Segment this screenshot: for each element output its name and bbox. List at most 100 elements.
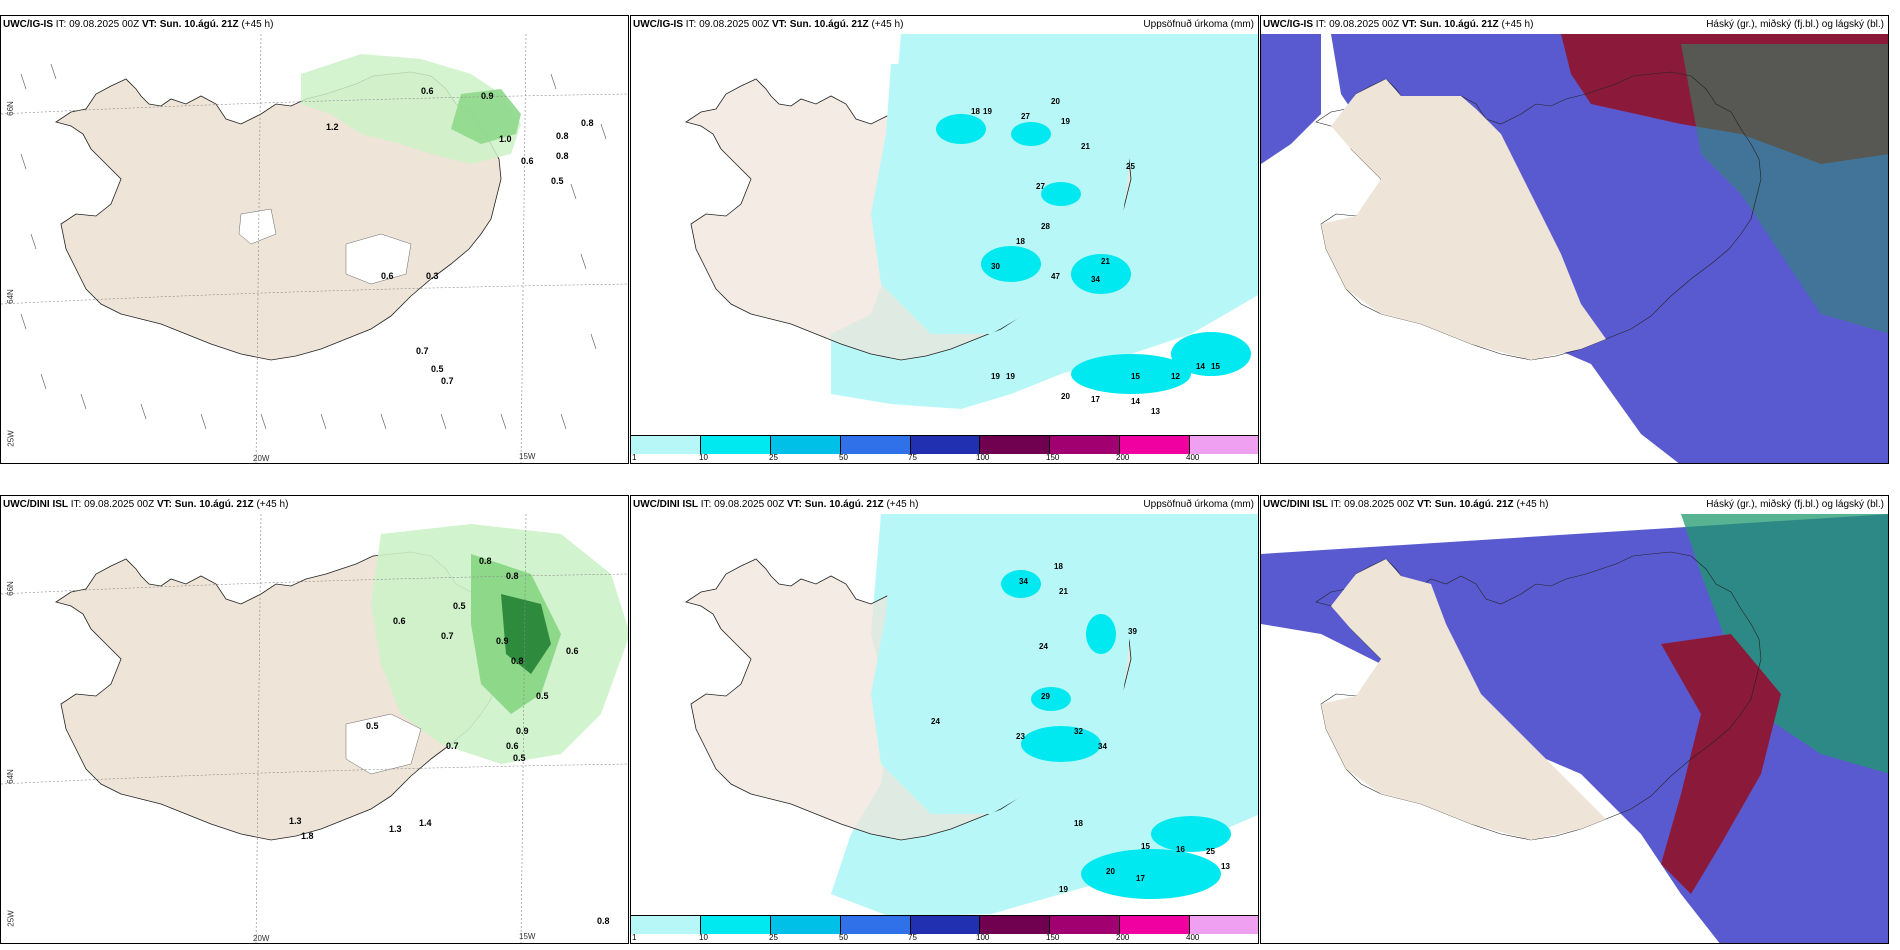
precip-label: 14 [1131,397,1140,406]
precip-labels: 18 19 20 27 19 21 25 27 28 18 30 47 34 2… [971,97,1220,416]
lon-label-20: 20W [253,454,270,463]
colorbar-swatch [840,916,911,934]
map-area[interactable]: 18 19 20 27 19 21 25 27 28 18 30 47 34 2… [631,34,1258,437]
panel-header: UWC/IG-IS IT: 09.08.2025 00Z VT: Sun. 10… [3,19,274,30]
colorbar-tick: 50 [839,933,848,942]
green-precip-area-2 [451,89,521,144]
map-svg: 18 34 21 24 39 29 24 23 32 34 18 15 25 2… [631,514,1258,917]
precip-label: 27 [1036,182,1045,191]
gust-label: 1.4 [419,818,432,828]
gust-label: 0.5 [551,176,564,186]
gust-label: 0.5 [536,691,549,701]
colorbar-swatches [631,915,1258,934]
gust-label: 0.8 [506,571,519,581]
precip-label: 24 [1039,642,1048,651]
gust-label: 0.8 [597,916,610,926]
colorbar-tick: 10 [699,453,708,462]
precip-label: 15 [1141,842,1150,851]
precip-label: 20 [1051,97,1060,106]
colorbar-tick: 100 [976,933,990,942]
gust-labels: 0.6 0.9 0.8 1.2 1.0 0.8 0.8 0.6 0.5 0.6 … [326,86,594,386]
cloud-low-area-west [1261,34,1321,164]
precip-label: 23 [1016,732,1025,741]
precip-label: 28 [1041,222,1050,231]
precip-label: 27 [1021,112,1030,121]
lon-label-25: 25W [6,430,16,447]
colorbar-swatch [980,436,1051,454]
precip-label: 15 [1131,372,1140,381]
colorbar-swatch [1190,916,1258,934]
precip-label: 18 [971,107,980,116]
gust-label: 0.5 [513,753,526,763]
lon-label-15: 15W [519,932,536,941]
gust-label: 0.8 [556,151,569,161]
colorbar-tick: 400 [1186,933,1200,942]
precip-label: 13 [1221,862,1230,871]
colorbar-tick: 1 [632,933,637,942]
colorbar-tick: 200 [1116,453,1130,462]
colorbar-swatch [840,436,911,454]
colorbar-swatch [1050,436,1121,454]
colorbar-tick: 1 [632,453,637,462]
colorbar-tick: 100 [976,453,990,462]
panel-precip-igis: UWC/IG-IS IT: 09.08.2025 00Z VT: Sun. 10… [630,15,1259,464]
panel-wind-gust-igis: UWC/IG-IS IT: 09.08.2025 00Z VT: Sun. 10… [0,15,629,464]
colorbar-swatch [910,436,981,454]
gust-label: 0.9 [516,726,529,736]
precip-label: 13 [1151,407,1160,416]
panel-title: Háský (gr.), miðský (fj.bl.) og lágský (… [1706,499,1884,510]
precip-labels: 18 34 21 24 39 29 24 23 32 34 18 15 25 2… [931,562,1230,894]
gust-label: 1.8 [301,831,314,841]
colorbar-swatch [1050,916,1121,934]
precip-label: 25 [1126,162,1135,171]
lon-label-20: 20W [253,934,270,943]
map-area[interactable]: 0.8 0.8 0.6 0.5 0.7 0.9 0.8 0.6 0.5 0.5 … [1,514,628,943]
gust-label: 0.7 [446,741,459,751]
precip-label: 25 [1206,847,1215,856]
panel-header: UWC/DINI ISL IT: 09.08.2025 00Z VT: Sun.… [1263,499,1549,510]
map-svg: 0.6 0.9 0.8 1.2 1.0 0.8 0.8 0.6 0.5 0.6 … [1,34,628,463]
map-area[interactable]: 0.6 0.9 0.8 1.2 1.0 0.8 0.8 0.6 0.5 0.6 … [1,34,628,463]
precip-label: 19 [1006,372,1015,381]
panel-header: UWC/IG-IS IT: 09.08.2025 00Z VT: Sun. 10… [633,19,904,30]
colorbar-tick: 50 [839,453,848,462]
panel-title: Uppsöfnuð úrkoma (mm) [1143,499,1254,510]
colorbar-swatch [1120,436,1191,454]
gust-label: 0.8 [479,556,492,566]
gust-label: 0.9 [481,91,494,101]
precip-label: 19 [991,372,1000,381]
gust-label: 0.5 [431,364,444,374]
colorbar-swatch [700,436,771,454]
green-precip-area-3 [501,594,551,674]
precip-label: 34 [1019,577,1028,586]
precip-medium-patches [1001,570,1231,899]
panel-precip-dini: UWC/DINI ISL IT: 09.08.2025 00Z VT: Sun.… [630,495,1259,944]
precip-label: 39 [1128,627,1137,636]
precip-label: 17 [1136,874,1145,883]
land-visible [1321,79,1606,360]
colorbar-swatch [700,916,771,934]
map-area[interactable] [1261,514,1888,943]
precip-label: 34 [1091,275,1100,284]
gust-label: 0.6 [506,741,519,751]
colorbar-swatch [1190,436,1258,454]
lon-label-25: 25W [6,910,16,927]
panel-header: UWC/DINI ISL IT: 09.08.2025 00Z VT: Sun.… [633,499,919,510]
precip-label: 34 [1098,742,1107,751]
map-area[interactable] [1261,34,1888,463]
panel-header: UWC/DINI ISL IT: 09.08.2025 00Z VT: Sun.… [3,499,289,510]
precip-label: 24 [931,717,940,726]
lat-label-64: 64N [5,769,15,784]
map-area[interactable]: 18 34 21 24 39 29 24 23 32 34 18 15 25 2… [631,514,1258,917]
gust-label: 0.7 [416,346,429,356]
colorbar-swatch [910,916,981,934]
colorbar-tick: 400 [1186,453,1200,462]
gust-label: 0.8 [556,131,569,141]
lat-label-66: 66N [5,581,15,596]
panel-wind-gust-dini: UWC/DINI ISL IT: 09.08.2025 00Z VT: Sun.… [0,495,629,944]
precip-label: 30 [991,262,1000,271]
colorbar-swatch [1120,916,1191,934]
gust-label: 1.3 [289,816,302,826]
gust-label: 0.8 [581,118,594,128]
land-visible [1321,559,1606,840]
